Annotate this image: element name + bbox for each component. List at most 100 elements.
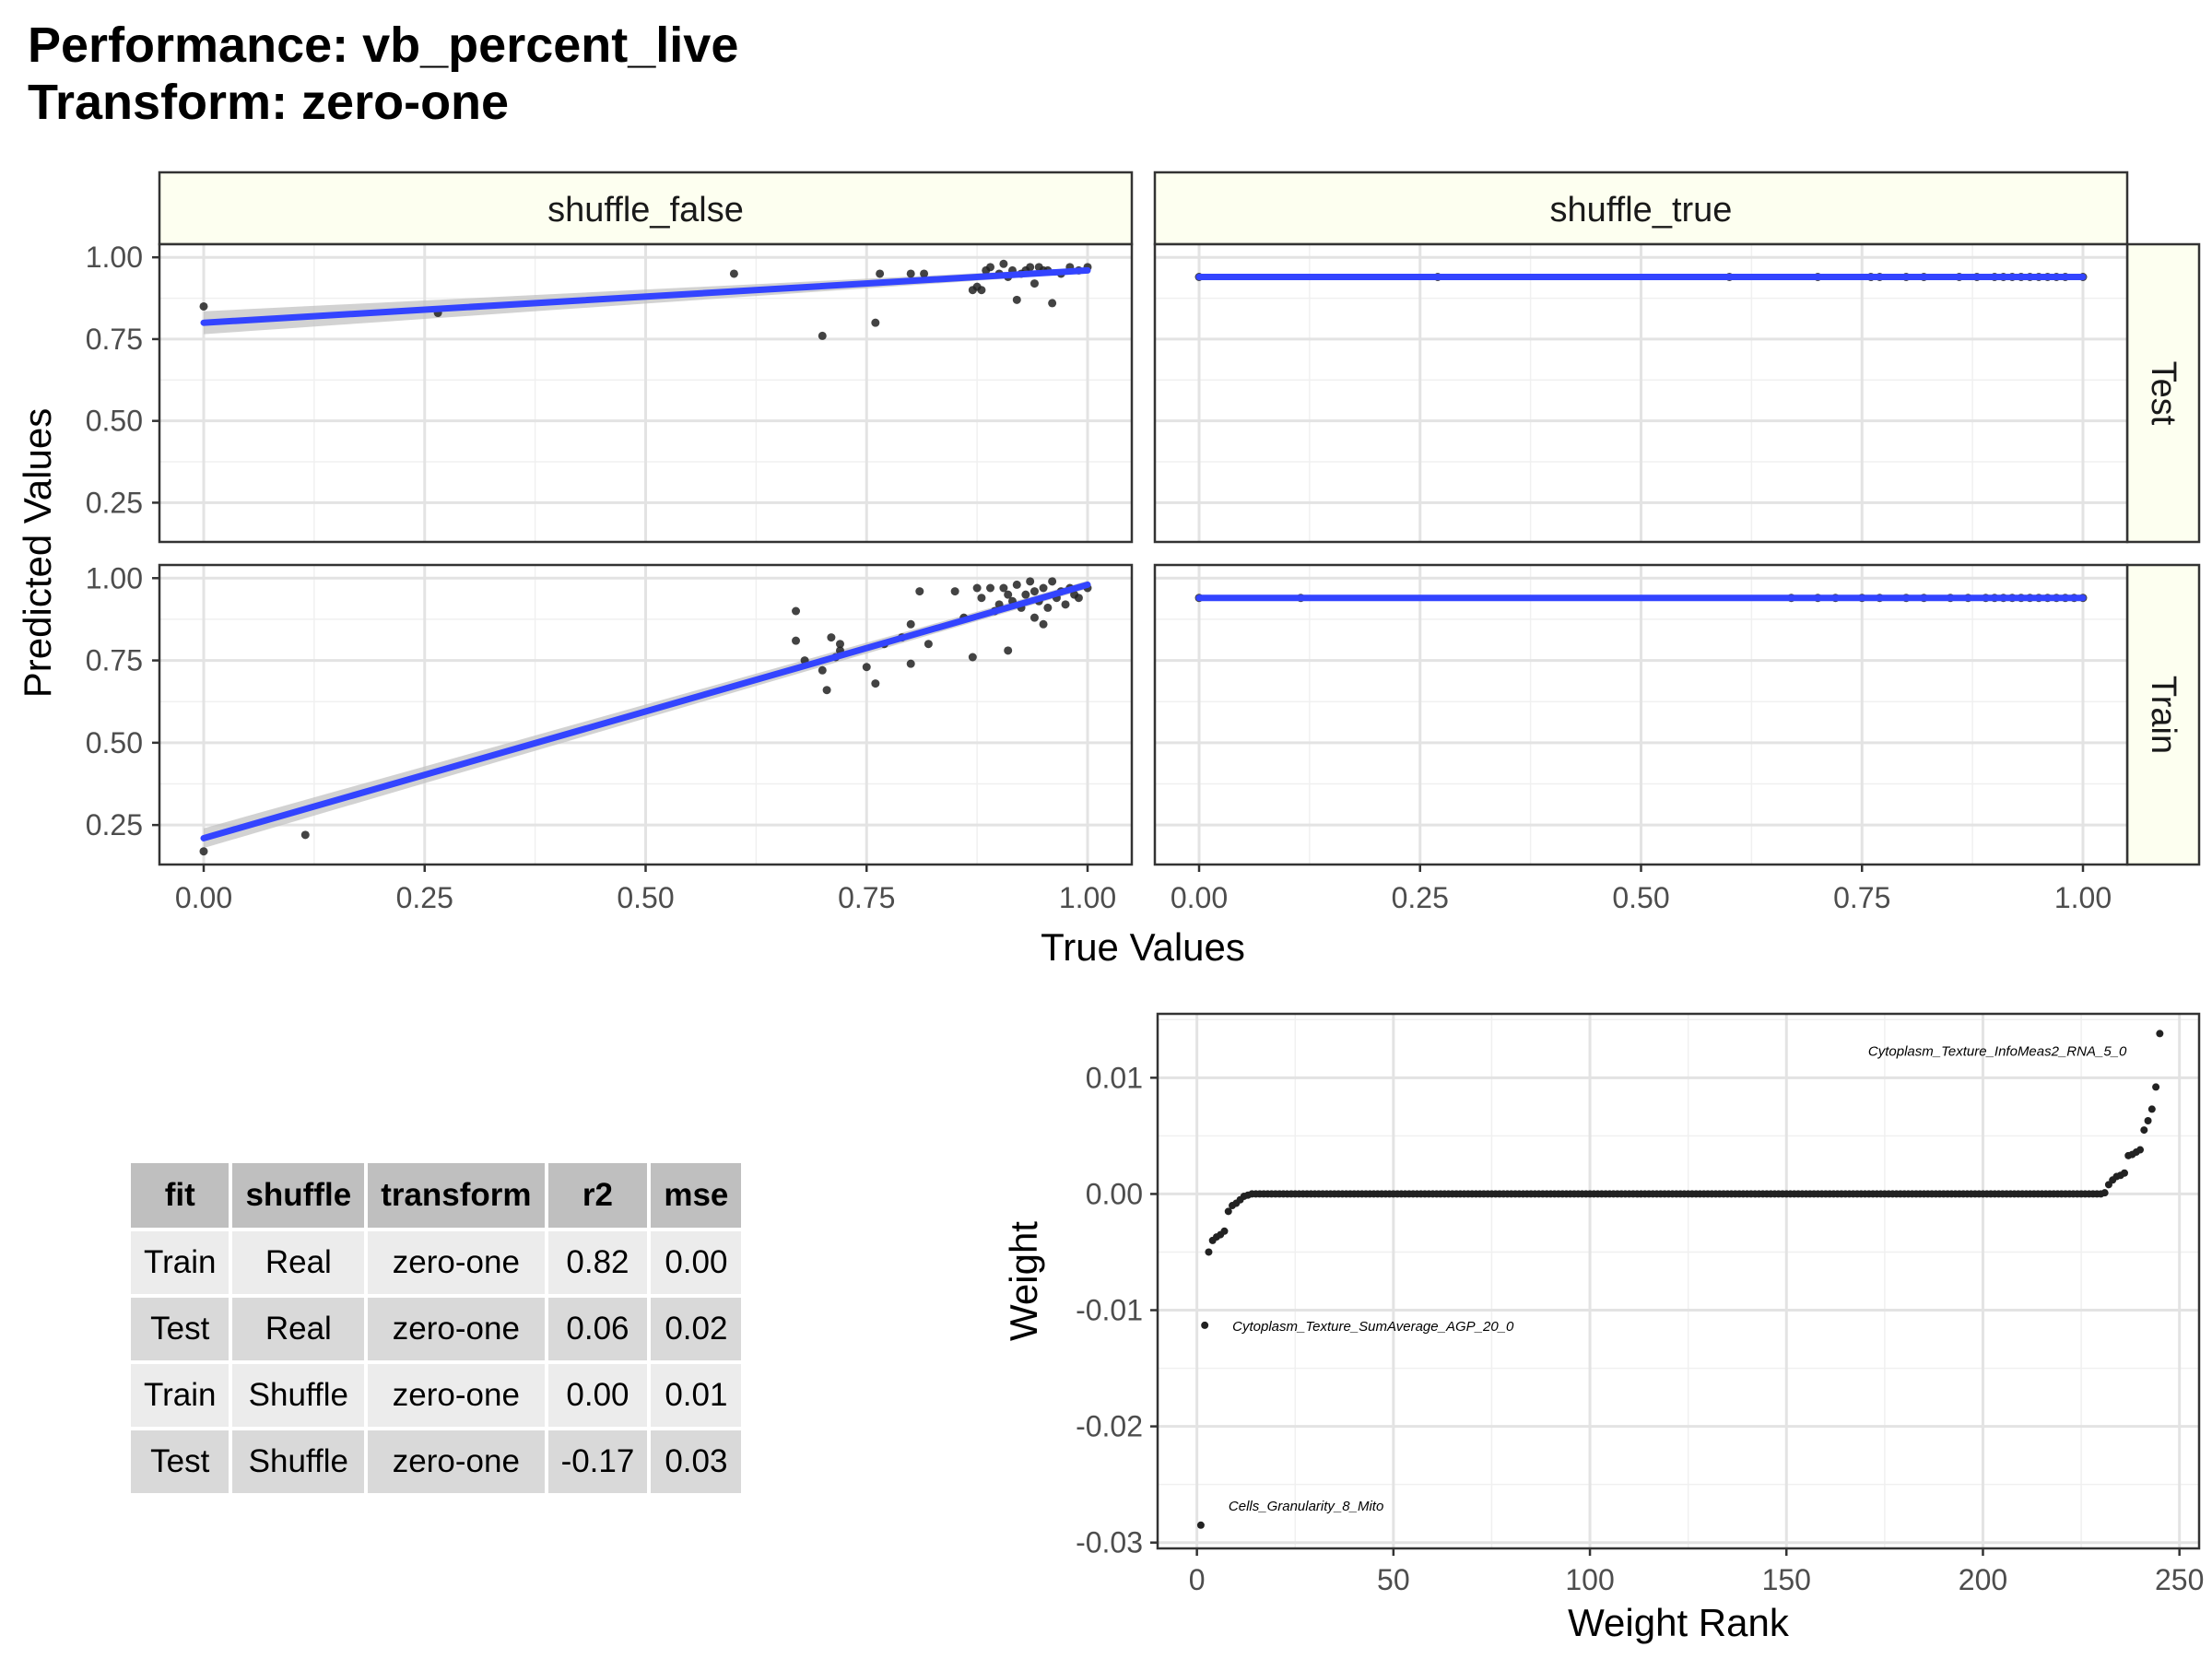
data-point bbox=[906, 269, 915, 278]
facet-strip-test bbox=[2125, 242, 2201, 544]
x-tick-label: 250 bbox=[2155, 1563, 2204, 1596]
x-tick-label: 0.25 bbox=[396, 881, 453, 914]
data-point bbox=[827, 633, 836, 642]
x-tick-label: 0.25 bbox=[1392, 881, 1449, 914]
table-cell: zero-one bbox=[368, 1430, 545, 1493]
table-cell: Shuffle bbox=[232, 1364, 365, 1427]
data-point bbox=[1048, 577, 1057, 586]
data-point bbox=[1030, 279, 1039, 288]
y-axis-title: Weight bbox=[1002, 1221, 1045, 1341]
metrics-table: fit shuffle transform r2 mse Train Real … bbox=[127, 1159, 745, 1497]
data-point bbox=[1061, 600, 1070, 609]
data-point bbox=[920, 269, 929, 278]
x-tick-label: 0.00 bbox=[175, 881, 232, 914]
data-point bbox=[1012, 295, 1021, 304]
table-header-cell: mse bbox=[651, 1163, 742, 1228]
x-tick-label: 1.00 bbox=[1059, 881, 1116, 914]
data-point bbox=[1030, 587, 1039, 596]
weight-point bbox=[2156, 1030, 2164, 1038]
panel-border bbox=[1153, 242, 2129, 544]
table-cell: zero-one bbox=[368, 1364, 545, 1427]
title-block: Performance: vb_percent_live Transform: … bbox=[28, 17, 738, 131]
data-point bbox=[972, 583, 982, 593]
facet-strip-label: Test bbox=[2144, 361, 2183, 426]
plot-border bbox=[1156, 1012, 2201, 1550]
table-cell: Shuffle bbox=[232, 1430, 365, 1493]
data-point bbox=[871, 318, 880, 327]
annotation-label: Cells_Granularity_8_Mito bbox=[1229, 1499, 1383, 1514]
x-axis-title: True Values bbox=[1041, 925, 1245, 969]
table-cell: 0.03 bbox=[651, 1430, 742, 1493]
table-header-row: fit shuffle transform r2 mse bbox=[131, 1163, 742, 1228]
table-cell: 0.06 bbox=[547, 1298, 648, 1360]
table-header-cell: shuffle bbox=[232, 1163, 365, 1228]
table-row: Test Real zero-one 0.06 0.02 bbox=[131, 1298, 742, 1360]
weight-rank-chart: Cytoplasm_Texture_InfoMeas2_RNA_5_0 Cytop… bbox=[1002, 1012, 2204, 1644]
data-point bbox=[199, 847, 208, 856]
data-point bbox=[1048, 299, 1057, 308]
title-line-2: Transform: zero-one bbox=[28, 75, 510, 130]
table-header-cell: r2 bbox=[547, 1163, 648, 1228]
x-tick-label: 150 bbox=[1762, 1563, 1811, 1596]
table-cell: 0.00 bbox=[651, 1231, 742, 1294]
data-point bbox=[1039, 583, 1048, 593]
x-tick-label: 0.00 bbox=[1171, 881, 1228, 914]
table-cell: 0.02 bbox=[651, 1298, 742, 1360]
data-point bbox=[822, 686, 831, 695]
data-point bbox=[1043, 603, 1053, 612]
plot-background bbox=[1158, 1014, 2199, 1548]
data-point bbox=[1039, 619, 1048, 629]
table-cell: Real bbox=[232, 1298, 365, 1360]
table-row: Test Shuffle zero-one -0.17 0.03 bbox=[131, 1430, 742, 1493]
y-tick-label: -0.01 bbox=[1076, 1294, 1143, 1327]
weight-point bbox=[2140, 1126, 2148, 1135]
data-point bbox=[818, 331, 827, 340]
data-point bbox=[792, 606, 801, 616]
x-tick-label: 1.00 bbox=[2054, 881, 2112, 914]
table-cell: Train bbox=[131, 1364, 229, 1427]
annotation-label: Cytoplasm_Texture_SumAverage_AGP_20_0 bbox=[1232, 1319, 1514, 1335]
data-point bbox=[915, 587, 924, 596]
panel-border bbox=[158, 242, 1134, 544]
weight-point bbox=[2152, 1083, 2160, 1091]
y-tick-label: 0.75 bbox=[86, 644, 143, 677]
x-tick-label: 100 bbox=[1565, 1563, 1614, 1596]
y-axis-title: Predicted Values bbox=[16, 408, 59, 698]
facet-strip-label: Train bbox=[2144, 676, 2183, 754]
table-header-cell: transform bbox=[368, 1163, 545, 1228]
data-point bbox=[924, 640, 933, 649]
table-cell: 0.82 bbox=[547, 1231, 648, 1294]
data-point bbox=[968, 653, 977, 662]
x-tick-label: 0.50 bbox=[1612, 881, 1669, 914]
y-tick-label: 0.25 bbox=[86, 808, 143, 841]
data-point bbox=[729, 269, 738, 278]
data-point bbox=[876, 269, 885, 278]
table-cell: zero-one bbox=[368, 1231, 545, 1294]
y-tick-label: -0.03 bbox=[1076, 1526, 1143, 1559]
data-point bbox=[986, 263, 995, 272]
data-point bbox=[835, 640, 844, 649]
weight-point bbox=[2136, 1146, 2145, 1154]
data-point bbox=[871, 679, 880, 688]
x-axis-title: Weight Rank bbox=[1568, 1601, 1790, 1644]
weight-point bbox=[2144, 1117, 2152, 1124]
data-point bbox=[792, 636, 801, 645]
weight-point bbox=[2147, 1105, 2156, 1113]
table-header-cell: fit bbox=[131, 1163, 229, 1228]
x-tick-label: 0.75 bbox=[1833, 881, 1890, 914]
weight-point bbox=[1205, 1248, 1213, 1256]
facet-strip-label: shuffle_false bbox=[547, 191, 744, 229]
table-cell: zero-one bbox=[368, 1298, 545, 1360]
data-point bbox=[1004, 646, 1013, 655]
table-cell: Train bbox=[131, 1231, 229, 1294]
x-tick-label: 0.75 bbox=[838, 881, 895, 914]
table-cell: Real bbox=[232, 1231, 365, 1294]
fit-line bbox=[200, 266, 1091, 326]
weight-point bbox=[1196, 1521, 1205, 1529]
data-point bbox=[906, 659, 915, 668]
data-point bbox=[300, 830, 310, 840]
data-point bbox=[1026, 577, 1035, 586]
weight-point bbox=[1224, 1207, 1232, 1216]
y-tick-label: -0.02 bbox=[1076, 1410, 1143, 1443]
